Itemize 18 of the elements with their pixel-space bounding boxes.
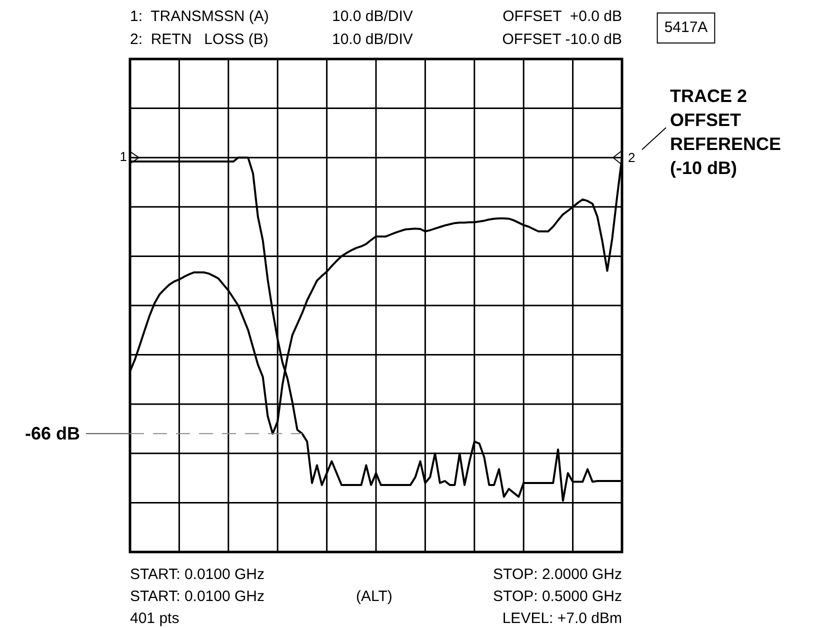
text: 2 xyxy=(628,150,636,166)
text: 2: RETN LOSS (B) xyxy=(130,31,268,48)
text: LEVEL: +7.0 dBm xyxy=(502,610,622,628)
text: 1: TRANSMSSN (A) xyxy=(130,8,269,26)
ref-line-label: -66 dB xyxy=(24,424,80,444)
text: OFFSET +0.0 dB xyxy=(502,8,622,26)
text: STOP: 2.0000 GHz xyxy=(493,566,622,584)
text: (ALT) xyxy=(356,588,392,606)
text: 401 pts xyxy=(130,610,180,628)
text: 1 xyxy=(120,149,127,164)
text: START: 0.0100 GHz xyxy=(130,566,265,584)
text: STOP: 0.5000 GHz xyxy=(493,588,622,606)
text: OFFSET -10.0 dB xyxy=(502,31,622,48)
text: 10.0 dB/DIV xyxy=(332,8,413,26)
text: 5417A xyxy=(664,19,708,36)
text: TRACE 2 OFFSET REFERENCE (-10 dB) xyxy=(670,86,782,178)
text: START: 0.0100 GHz xyxy=(130,588,265,606)
text: 10.0 dB/DIV xyxy=(332,31,413,48)
